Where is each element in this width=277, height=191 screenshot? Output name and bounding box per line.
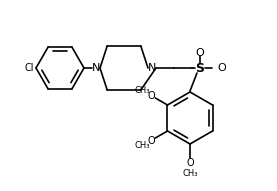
Text: O: O	[147, 91, 155, 100]
Text: N: N	[148, 63, 156, 73]
Text: Cl: Cl	[24, 63, 34, 73]
Text: O: O	[196, 48, 204, 58]
Text: O: O	[147, 135, 155, 146]
Text: O: O	[217, 63, 226, 73]
Text: CH₃: CH₃	[182, 168, 198, 177]
Text: O: O	[186, 158, 194, 168]
Text: N: N	[92, 63, 100, 73]
Text: CH₃: CH₃	[135, 141, 150, 150]
Text: S: S	[196, 62, 204, 74]
Text: CH₃: CH₃	[135, 86, 150, 95]
